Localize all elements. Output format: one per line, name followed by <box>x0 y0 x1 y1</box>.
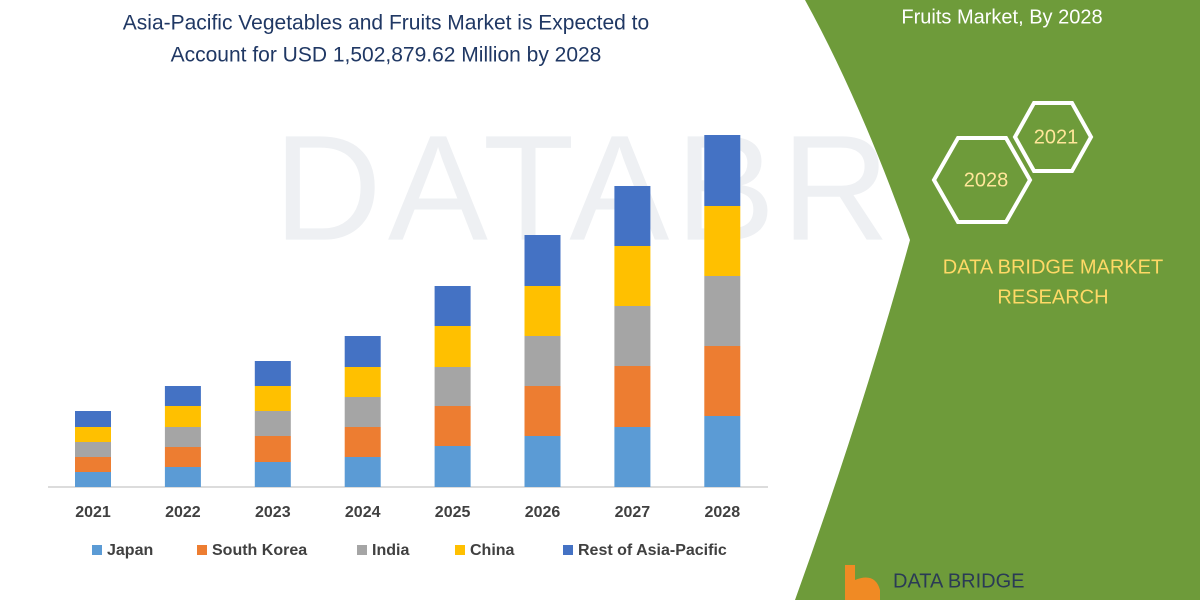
bar-segment <box>254 436 291 462</box>
bar-segment <box>75 442 111 457</box>
hexagon-label: 2028 <box>964 169 1009 191</box>
bar-segment <box>614 246 651 306</box>
bar-segment <box>344 336 381 367</box>
bar-segment <box>704 346 741 416</box>
bar-segment <box>524 235 561 286</box>
bar-segment <box>524 286 561 336</box>
bar-segment <box>164 447 201 467</box>
legend-swatch <box>197 545 207 555</box>
x-tick-label: 2023 <box>255 504 291 521</box>
bar-segment <box>524 336 561 386</box>
bar-segment <box>524 386 561 436</box>
bar-segment <box>254 411 291 436</box>
legend-label: China <box>470 542 515 559</box>
x-tick-label: 2021 <box>75 504 111 521</box>
legend-label: Japan <box>107 542 153 559</box>
legend-label: Rest of Asia-Pacific <box>578 542 727 559</box>
bar-segment <box>344 367 381 397</box>
bar-segment <box>344 457 381 487</box>
x-tick-label: 2027 <box>615 504 651 521</box>
hexagon-label: 2021 <box>1034 126 1079 148</box>
bar-segment <box>164 467 201 487</box>
x-tick-label: 2022 <box>165 504 201 521</box>
bar-segment <box>524 436 561 487</box>
bar-segment <box>434 367 471 406</box>
bar-segment <box>704 416 741 487</box>
bar-segment <box>614 186 651 246</box>
bar-segment <box>434 446 471 487</box>
bar-segment <box>434 326 471 367</box>
x-tick-label: 2028 <box>705 504 741 521</box>
brand-text: DATA BRIDGE MARKET <box>943 256 1163 278</box>
legend-label: South Korea <box>212 542 307 559</box>
logo-text: DATA BRIDGE <box>893 570 1025 592</box>
legend-swatch <box>92 545 102 555</box>
bar-segment <box>614 306 651 366</box>
plot: 2021 2022 2023 2024 2025 2026 2027 2028 Japan Sou… <box>75 135 741 559</box>
hexagon <box>931 136 1033 224</box>
bar-segment <box>164 427 201 447</box>
side-panel <box>795 0 1200 600</box>
legend-swatch <box>563 545 573 555</box>
chart-title: Account for USD 1,502,879.62 Million by … <box>171 44 602 67</box>
bar-segment <box>434 406 471 446</box>
hexagon <box>1012 101 1094 173</box>
bar-segment <box>344 427 381 457</box>
bar-segment <box>614 427 651 487</box>
bar-segment <box>75 472 111 487</box>
legend-label: India <box>372 542 409 559</box>
bar-segment <box>614 366 651 427</box>
x-tick-label: 2025 <box>435 504 471 521</box>
bar-segment <box>75 457 111 472</box>
bar-segment <box>704 206 741 276</box>
legend-swatch <box>357 545 367 555</box>
bar-segment <box>254 386 291 411</box>
legend-swatch <box>455 545 465 555</box>
bar-segment <box>75 411 111 427</box>
x-tick-label: 2024 <box>345 504 381 521</box>
bar-segment <box>254 462 291 487</box>
bar-segment <box>434 286 471 326</box>
x-tick-label: 2026 <box>525 504 561 521</box>
chart-title: Asia-Pacific Vegetables and Fruits Marke… <box>123 12 649 35</box>
panel-heading: Fruits Market, By 2028 <box>901 6 1102 28</box>
bar-segment <box>344 397 381 427</box>
brand-text: RESEARCH <box>997 286 1108 308</box>
bar-segment <box>75 427 111 442</box>
bar-segment <box>164 406 201 427</box>
bar-segment <box>704 276 741 346</box>
bar-segment <box>254 361 291 386</box>
logo-mark <box>845 565 880 600</box>
bar-segment <box>704 135 741 206</box>
bar-segment <box>164 386 201 406</box>
